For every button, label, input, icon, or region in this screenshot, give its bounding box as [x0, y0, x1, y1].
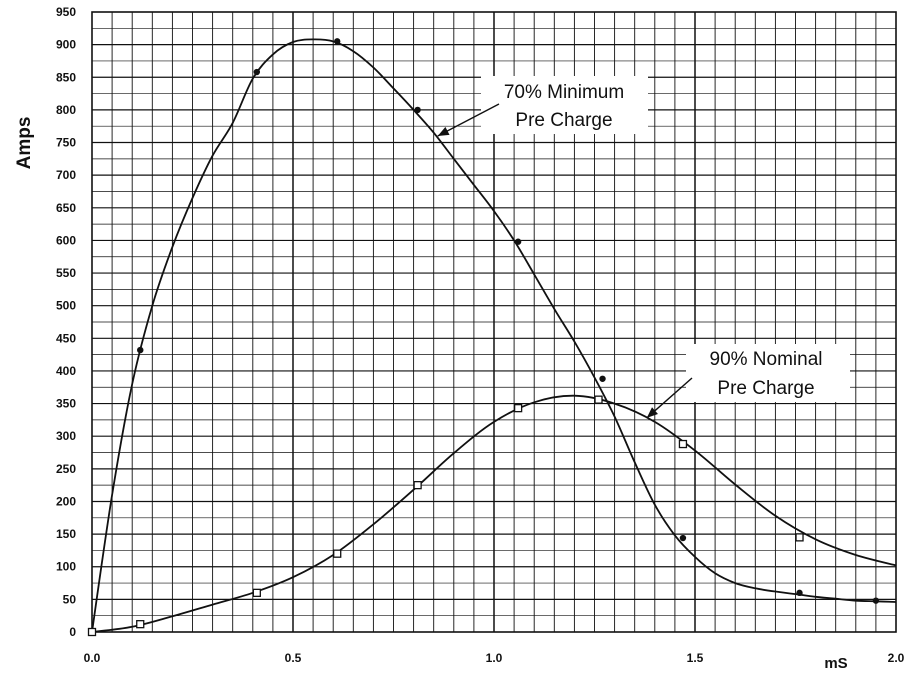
y-tick-label: 400 [56, 364, 76, 378]
x-tick-label: 1.0 [486, 651, 503, 665]
callout-90-box [686, 344, 850, 402]
callout-70-line1: 70% Minimum [504, 82, 624, 103]
y-tick-label: 650 [56, 201, 76, 215]
series-90-data-point [795, 533, 804, 542]
y-tick-label: 900 [56, 38, 76, 52]
series-90-data-point [513, 403, 523, 413]
callout-90-line1: 90% Nominal [710, 349, 823, 370]
series-70-data-point [334, 38, 341, 45]
series-90-nominal-line [91, 394, 897, 633]
y-tick-label: 700 [56, 168, 76, 182]
y-tick-label: 100 [56, 560, 76, 574]
series-70-minimum-line [91, 38, 897, 633]
series-70-data-point [137, 346, 144, 354]
callout-90-line2: Pre Charge [717, 378, 814, 399]
callout-70-box [481, 76, 648, 134]
series-70-data-point [414, 106, 421, 114]
x-tick-label: 2.0 [888, 651, 905, 665]
y-tick-label: 450 [56, 331, 76, 345]
x-axis-label: mS [824, 655, 847, 672]
callout-70-line2: Pre Charge [515, 110, 612, 131]
y-tick-label: 250 [56, 462, 76, 476]
y-tick-label: 850 [56, 70, 76, 84]
y-tick-label: 150 [56, 527, 76, 541]
callout-90-nominal: 90% Nominal Pre Charge [646, 344, 850, 419]
y-tick-label: 800 [56, 103, 76, 117]
series-70-data-point [599, 375, 606, 382]
series-90-data-point [252, 588, 261, 597]
x-tick-label: 0.5 [285, 651, 302, 665]
series-curves [91, 38, 897, 633]
callout-70-arrow [437, 103, 500, 137]
y-tick-label: 750 [56, 136, 76, 150]
series-90-data-point [136, 620, 145, 629]
y-tick-label: 200 [56, 494, 76, 508]
y-axis-label: Amps [14, 117, 35, 170]
series-70-data-point [253, 68, 261, 76]
plot-frame [91, 11, 897, 633]
callout-90-arrowhead [646, 407, 658, 418]
callout-70-minimum: 70% Minimum Pre Charge [437, 76, 648, 137]
series-70-data-point [796, 589, 803, 597]
series-markers [87, 38, 880, 637]
y-tick-label: 50 [63, 592, 77, 606]
series-70-data-point [679, 534, 687, 542]
y-tick-label: 950 [56, 5, 76, 19]
y-tick-label: 550 [56, 266, 76, 280]
y-tick-label: 350 [56, 397, 76, 411]
y-tick-label: 300 [56, 429, 76, 443]
y-tick-label: 0 [69, 625, 76, 639]
x-tick-label: 1.5 [687, 651, 704, 665]
y-tick-labels: 0 50 100 150 200 250 300 350 400 450 500 550 600 650 7… [56, 5, 76, 639]
x-tick-label: 0.0 [84, 651, 101, 665]
series-70-data-point [514, 238, 522, 245]
callout-70-arrowhead [437, 126, 450, 136]
y-tick-label: 500 [56, 299, 76, 313]
series-90-data-point [594, 395, 603, 404]
series-90-data-point [87, 627, 97, 637]
series-70-data-point [872, 597, 880, 604]
grid-minor-lines [92, 12, 896, 632]
series-90-data-point [333, 549, 342, 558]
series-90-data-point [678, 439, 688, 449]
y-tick-label: 600 [56, 233, 76, 247]
series-90-data-point [413, 481, 422, 490]
x-tick-labels: 0.0 0.5 1.0 1.5 2.0 [84, 651, 905, 665]
